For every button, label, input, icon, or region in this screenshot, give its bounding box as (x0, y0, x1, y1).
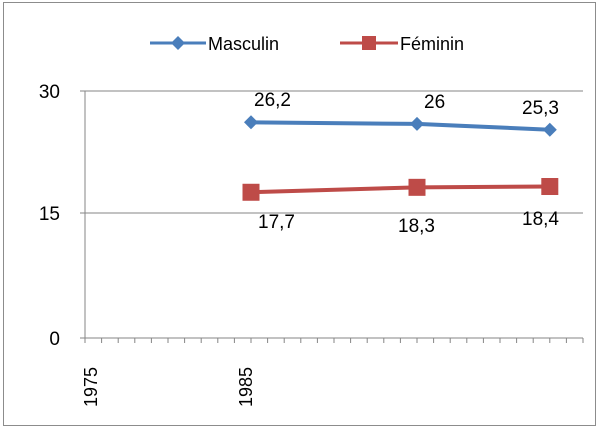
data-label-feminin-2: 18,3 (398, 216, 435, 237)
y-tick-label-15: 15 (39, 204, 60, 225)
legend-marker-masculin (171, 36, 185, 50)
chart-frame (3, 2, 596, 426)
point-feminin-1 (242, 183, 260, 201)
point-feminin-3 (541, 178, 559, 196)
y-tick-label-0: 0 (49, 329, 60, 350)
point-masculin-3 (542, 122, 557, 137)
series-line-masculin (250, 120, 550, 132)
legend-marker-feminin (362, 36, 376, 50)
data-label-feminin-1: 17,7 (258, 212, 295, 233)
point-feminin-2 (408, 178, 426, 196)
point-masculin-2 (410, 116, 424, 131)
data-label-masculin-3: 25,3 (522, 98, 559, 119)
x-tick-marks (84, 338, 584, 343)
data-label-masculin-1: 26,2 (254, 90, 291, 111)
y-tick-label-30: 30 (39, 82, 60, 103)
data-label-feminin-3: 18,4 (522, 209, 559, 230)
legend-label-masculin: Masculin (208, 34, 279, 54)
legend: Masculin Féminin (150, 34, 464, 54)
x-tick-label-1975: 1975 (81, 367, 101, 407)
data-label-masculin-2: 26 (424, 92, 445, 113)
series-line-feminin (250, 184, 550, 195)
legend-label-feminin: Féminin (400, 34, 464, 54)
x-tick-label-1985: 1985 (236, 367, 256, 407)
point-masculin-1 (244, 115, 258, 130)
